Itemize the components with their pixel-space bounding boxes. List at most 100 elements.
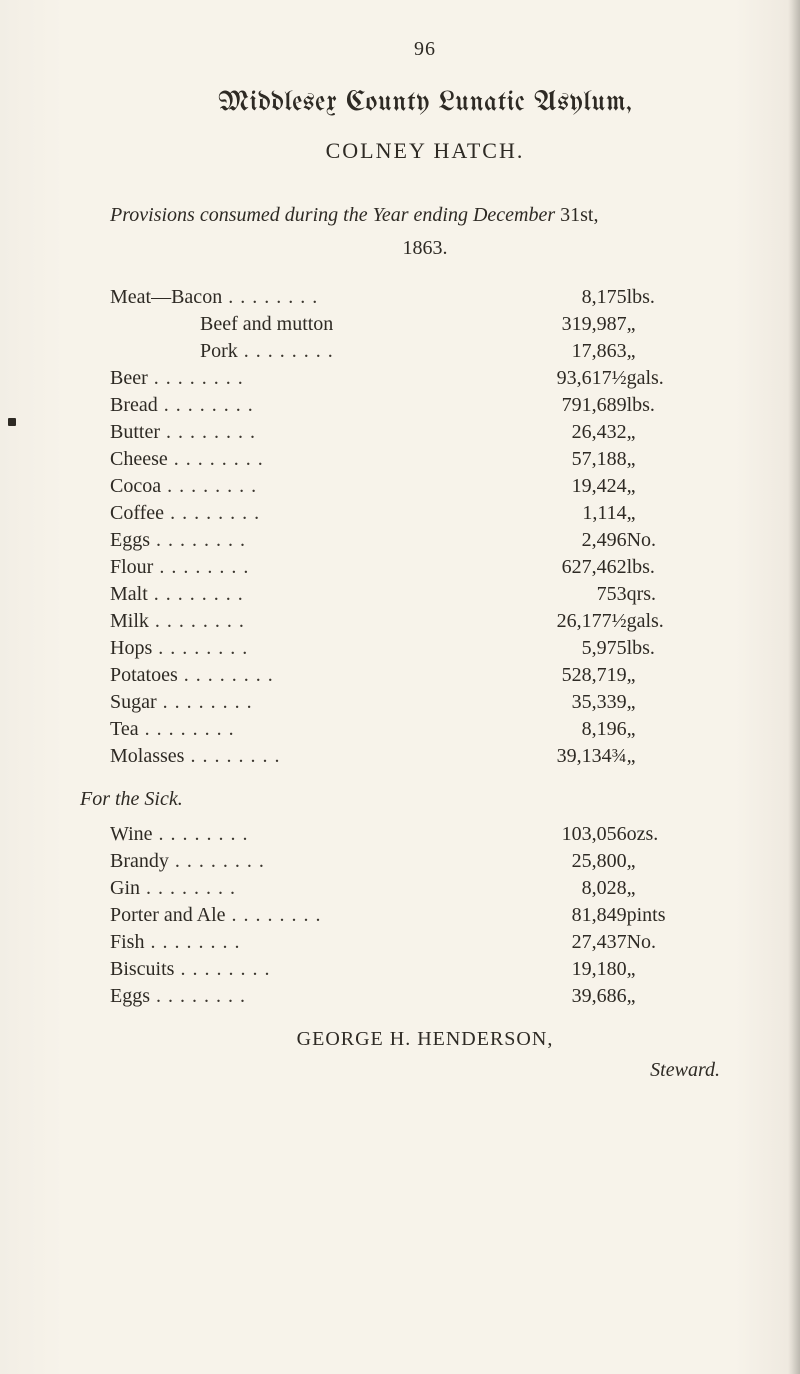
row-label-text: Flour <box>110 556 153 578</box>
row-label: Gin <box>110 875 488 902</box>
row-label: Potatoes <box>110 662 488 689</box>
row-label: Beef and mutton <box>110 311 488 338</box>
row-unit: gals. <box>627 365 740 392</box>
table-row: Hops5,975lbs. <box>110 635 740 662</box>
row-amount: 1,114 <box>488 500 627 527</box>
row-label: Fish <box>110 929 488 956</box>
table-row: Flour627,462lbs. <box>110 554 740 581</box>
row-unit: „ <box>627 338 740 365</box>
row-unit: „ <box>627 983 740 1010</box>
leader-dots <box>160 421 256 443</box>
row-amount: 57,188 <box>488 446 627 473</box>
row-unit: „ <box>627 716 740 743</box>
row-label-text: Beer <box>110 367 148 389</box>
table-row: Sugar35,339„ <box>110 689 740 716</box>
row-unit: lbs. <box>627 284 740 311</box>
signature-line: GEORGE H. HENDERSON, <box>110 1028 740 1051</box>
row-label: Pork <box>110 338 488 365</box>
lead-sentence: Provisions consumed during the Year endi… <box>110 204 740 227</box>
table-row: Beer 93,617½gals. <box>110 365 740 392</box>
row-label: Bread <box>110 392 488 419</box>
row-amount: 93,617½ <box>488 365 627 392</box>
row-label-text: Wine <box>110 823 153 845</box>
row-label: Flour <box>110 554 488 581</box>
row-label: Wine <box>110 821 488 848</box>
row-label-text: Coffee <box>110 502 164 524</box>
year-line: 1863. <box>110 237 740 260</box>
row-amount: 39,686 <box>488 983 627 1010</box>
row-amount: 627,462 <box>488 554 627 581</box>
row-label-text: Gin <box>110 877 140 899</box>
row-label: Sugar <box>110 689 488 716</box>
row-label: Biscuits <box>110 956 488 983</box>
row-label-text: Fish <box>110 931 144 953</box>
row-amount: 319,987 <box>488 311 627 338</box>
row-unit: „ <box>627 956 740 983</box>
row-amount: 39,134¾ <box>488 743 627 770</box>
provisions-table: Meat—Bacon8,175lbs.Beef and mutton319,98… <box>110 284 740 770</box>
table-row: Eggs2,496No. <box>110 527 740 554</box>
leader-dots <box>148 583 244 605</box>
row-unit: ozs. <box>627 821 740 848</box>
row-amount: 19,180 <box>488 956 627 983</box>
row-amount: 81,849 <box>488 902 627 929</box>
leader-dots <box>178 664 274 686</box>
row-amount: 528,719 <box>488 662 627 689</box>
row-label: Porter and Ale <box>110 902 488 929</box>
row-unit: pints <box>627 902 740 929</box>
row-label-text: Milk <box>110 610 149 632</box>
leader-dots <box>153 556 249 578</box>
row-unit: qrs. <box>627 581 740 608</box>
row-label: Eggs <box>110 527 488 554</box>
row-label: Brandy <box>110 848 488 875</box>
row-label: Cocoa <box>110 473 488 500</box>
row-label: Milk <box>110 608 488 635</box>
row-label-text: Biscuits <box>110 958 174 980</box>
row-amount: 8,196 <box>488 716 627 743</box>
row-amount: 753 <box>488 581 627 608</box>
row-label-text: Pork <box>200 340 238 362</box>
table-row: Beef and mutton319,987„ <box>110 311 740 338</box>
row-unit: No. <box>627 929 740 956</box>
row-amount: 8,028 <box>488 875 627 902</box>
document-subtitle: COLNEY HATCH. <box>110 138 740 164</box>
table-row: Fish27,437No. <box>110 929 740 956</box>
row-label-text: Eggs <box>110 529 150 551</box>
leader-dots <box>149 610 245 632</box>
leader-dots <box>158 394 254 416</box>
leader-dots <box>150 529 246 551</box>
row-label-text: Porter and Ale <box>110 904 226 926</box>
row-unit: „ <box>627 473 740 500</box>
table-row: Meat—Bacon8,175lbs. <box>110 284 740 311</box>
leader-dots <box>169 850 265 872</box>
row-amount: 19,424 <box>488 473 627 500</box>
leader-dots <box>161 475 257 497</box>
leader-dots <box>174 958 270 980</box>
margin-mark <box>8 418 16 426</box>
table-row: Cheese 57,188„ <box>110 446 740 473</box>
row-unit: lbs. <box>627 635 740 662</box>
row-amount: 791,689 <box>488 392 627 419</box>
steward-line: Steward. <box>110 1059 740 1082</box>
row-label-text: Cheese <box>110 448 168 470</box>
row-label-text: Tea <box>110 718 139 740</box>
page-number: 96 <box>110 38 740 61</box>
row-label: Cheese <box>110 446 488 473</box>
row-amount: 26,177½ <box>488 608 627 635</box>
leader-dots <box>150 985 246 1007</box>
sick-table: Wine103,056ozs.Brandy25,800„Gin8,028„Por… <box>110 821 740 1010</box>
row-label: Hops <box>110 635 488 662</box>
row-unit: lbs. <box>627 392 740 419</box>
leader-dots <box>164 502 260 524</box>
lead-italic-text: Provisions consumed during the Year endi… <box>110 204 555 226</box>
row-label: Molasses <box>110 743 488 770</box>
table-row: Eggs 39,686„ <box>110 983 740 1010</box>
row-unit: „ <box>627 446 740 473</box>
leader-dots <box>152 637 248 659</box>
row-label-text: Malt <box>110 583 148 605</box>
row-unit: „ <box>627 419 740 446</box>
leader-dots <box>238 340 334 362</box>
row-label-text: Butter <box>110 421 160 443</box>
row-label-text: Eggs <box>110 985 150 1007</box>
table-row: Bread791,689lbs. <box>110 392 740 419</box>
